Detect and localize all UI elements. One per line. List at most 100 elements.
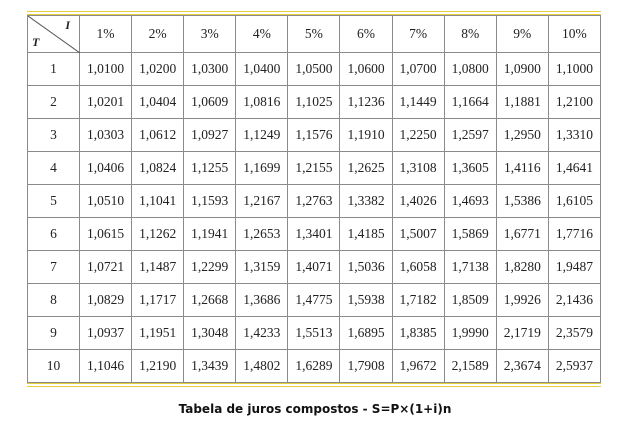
cell: 1,1941 <box>183 217 237 251</box>
cell: 1,1699 <box>235 151 289 185</box>
cell: 1,6289 <box>287 349 341 383</box>
cell: 1,0824 <box>131 151 185 185</box>
cell: 1,0400 <box>235 52 289 86</box>
cell: 1,5938 <box>339 283 393 317</box>
cell: 1,0404 <box>131 85 185 119</box>
diagonal <box>28 16 80 53</box>
cell: 1,1046 <box>78 349 133 383</box>
row-label: 3 <box>27 118 80 152</box>
cell: 1,7182 <box>391 283 445 317</box>
cell: 1,1041 <box>131 184 185 218</box>
row: 1 1,0100 1,0200 1,0300 1,0400 1,0500 1,0600 1,0… <box>27 52 602 86</box>
cell: 1,7716 <box>547 217 602 251</box>
cell: 1,4233 <box>235 316 289 350</box>
cell: 1,0406 <box>78 151 133 185</box>
cell: 1,2625 <box>339 151 393 185</box>
table: I T 1% 2% 3% 4% 5% 6% 7% 8% 9% 10% 1 1,0100 1,0200 1,03… <box>27 15 602 383</box>
caption: Tabela de juros compostos - S=P×(1+i)n <box>178 402 452 416</box>
cell: 1,2155 <box>287 151 341 185</box>
row-label: 4 <box>27 151 80 185</box>
column-header: 4% <box>235 15 289 53</box>
cell: 1,0800 <box>443 52 497 86</box>
cell: 1,3439 <box>183 349 237 383</box>
column-header: 5% <box>287 15 341 53</box>
cell: 1,6058 <box>391 250 445 284</box>
column-header: 3% <box>183 15 237 53</box>
row-label: 8 <box>27 283 80 317</box>
row-label: 2 <box>27 85 80 119</box>
cell: 1,0900 <box>495 52 549 86</box>
cell: 1,1449 <box>391 85 445 119</box>
row-label: 6 <box>27 217 80 251</box>
cell: 1,0829 <box>78 283 133 317</box>
cell: 1,2190 <box>131 349 185 383</box>
cell: 1,6895 <box>339 316 393 350</box>
row: 10 1,1046 1,2190 1,3439 1,4802 1,6289 1,7908 1,… <box>27 349 602 383</box>
row-label: 1 <box>27 52 80 86</box>
cell: 1,7908 <box>339 349 393 383</box>
cell: 1,3686 <box>235 283 289 317</box>
cell: 1,1576 <box>287 118 341 152</box>
cell: 1,0615 <box>78 217 133 251</box>
cell: 1,0300 <box>183 52 237 86</box>
cell: 1,0510 <box>78 184 133 218</box>
row: 3 1,0303 1,0612 1,0927 1,1249 1,1576 1,1910 1,2… <box>27 118 602 152</box>
cell: 1,5386 <box>495 184 549 218</box>
cell: 1,9990 <box>443 316 497 350</box>
cell: 1,9487 <box>547 250 602 284</box>
cell: 1,5869 <box>443 217 497 251</box>
cell: 1,4775 <box>287 283 341 317</box>
column-header: 6% <box>339 15 393 53</box>
cell: 2,1436 <box>547 283 602 317</box>
corner-row-label: T <box>32 35 40 49</box>
cell: 1,0600 <box>339 52 393 86</box>
cell: 1,5513 <box>287 316 341 350</box>
row: 5 1,0510 1,1041 1,1593 1,2167 1,2763 1,3382 1,4… <box>27 184 602 218</box>
cell: 1,1000 <box>547 52 602 86</box>
table-frame: I T 1% 2% 3% 4% 5% 6% 7% 8% 9% 10% 1 1,0100 1,0200 1,03… <box>27 11 602 387</box>
cell: 1,4026 <box>391 184 445 218</box>
cell: 1,8385 <box>391 316 445 350</box>
cell: 1,4641 <box>547 151 602 185</box>
cell: 1,8280 <box>495 250 549 284</box>
cell: 1,0609 <box>183 85 237 119</box>
cell: 1,4071 <box>287 250 341 284</box>
cell: 1,2100 <box>547 85 602 119</box>
cell: 1,9672 <box>391 349 445 383</box>
cell: 1,0201 <box>78 85 133 119</box>
cell: 1,1881 <box>495 85 549 119</box>
row: 8 1,0829 1,1717 1,2668 1,3686 1,4775 1,5938 1,7… <box>27 283 602 317</box>
cell: 1,2950 <box>495 118 549 152</box>
row-label: 5 <box>27 184 80 218</box>
row-label: 7 <box>27 250 80 284</box>
cell: 1,1236 <box>339 85 393 119</box>
cell: 1,1951 <box>131 316 185 350</box>
column-header: 7% <box>391 15 445 53</box>
cell: 1,1664 <box>443 85 497 119</box>
row: 6 1,0615 1,1262 1,1941 1,2653 1,3401 1,4185 1,5… <box>27 217 602 251</box>
cell: 1,1487 <box>131 250 185 284</box>
cell: 1,5036 <box>339 250 393 284</box>
cell: 1,3310 <box>547 118 602 152</box>
cell: 1,0927 <box>183 118 237 152</box>
cell: 1,3382 <box>339 184 393 218</box>
cell: 1,0937 <box>78 316 133 350</box>
cell: 2,1719 <box>495 316 549 350</box>
cell: 1,0721 <box>78 250 133 284</box>
cell: 1,0200 <box>131 52 185 86</box>
cell: 1,6105 <box>547 184 602 218</box>
row: 9 1,0937 1,1951 1,3048 1,4233 1,5513 1,6895 1,8… <box>27 316 602 350</box>
cell: 1,2763 <box>287 184 341 218</box>
row-label: 9 <box>27 316 80 350</box>
row-label: 10 <box>27 349 80 383</box>
column-header: 8% <box>443 15 497 53</box>
cell: 1,4185 <box>339 217 393 251</box>
row: 4 1,0406 1,0824 1,1255 1,1699 1,2155 1,2625 1,3… <box>27 151 602 185</box>
cell: 1,5007 <box>391 217 445 251</box>
cell: 1,2250 <box>391 118 445 152</box>
cell: 1,2653 <box>235 217 289 251</box>
cell: 1,0303 <box>78 118 133 152</box>
cell: 1,3159 <box>235 250 289 284</box>
cell: 1,0700 <box>391 52 445 86</box>
